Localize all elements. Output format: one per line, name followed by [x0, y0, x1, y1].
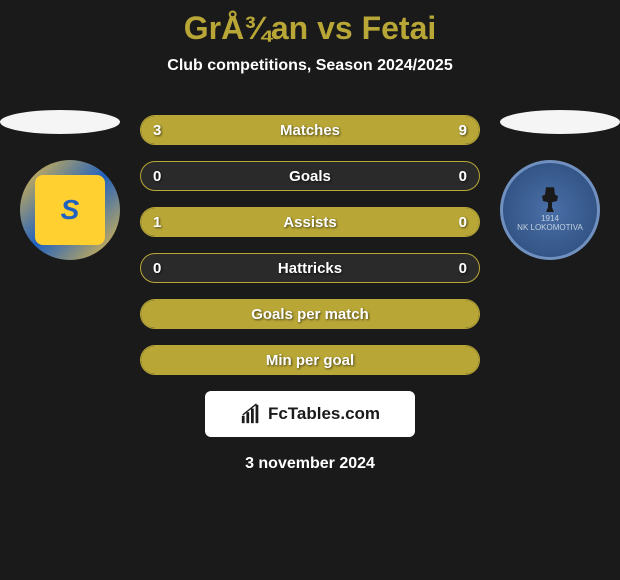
stat-row-gpm: Goals per match	[140, 299, 480, 329]
stats-list: 3 Matches 9 0 Goals 0 1 Assists 0	[140, 115, 480, 375]
club-badge-right-name: NK LOKOMOTIVA	[517, 224, 583, 233]
stat-label: Assists	[283, 214, 336, 231]
player-avatar-right	[500, 110, 620, 134]
main-container: GrÅ¾an vs Fetai Club competitions, Seaso…	[0, 0, 620, 473]
stat-label: Goals	[289, 168, 331, 185]
club-badge-right: 1914 NK LOKOMOTIVA	[500, 160, 600, 260]
chart-icon	[240, 403, 262, 425]
stat-row-mpg: Min per goal	[140, 345, 480, 375]
stat-fill-right	[215, 116, 479, 144]
stat-label: Goals per match	[251, 306, 369, 323]
stat-row-goals: 0 Goals 0	[140, 161, 480, 191]
stat-row-assists: 1 Assists 0	[140, 207, 480, 237]
stat-value-right: 0	[459, 168, 467, 185]
stat-row-matches: 3 Matches 9	[140, 115, 480, 145]
stat-value-left: 0	[153, 260, 161, 277]
page-subtitle: Club competitions, Season 2024/2025	[0, 57, 620, 75]
trophy-icon	[540, 187, 560, 212]
footer-date: 3 november 2024	[0, 455, 620, 473]
brand-text: FcTables.com	[268, 404, 380, 424]
comparison-section: S 1914 NK LOKOMOTIVA 3 Matches 9 0 Goals…	[0, 115, 620, 473]
stat-label: Hattricks	[278, 260, 342, 277]
stat-value-left: 0	[153, 168, 161, 185]
stat-value-right: 0	[459, 260, 467, 277]
club-badge-left-letter: S	[35, 175, 105, 245]
stat-row-hattricks: 0 Hattricks 0	[140, 253, 480, 283]
club-badge-left: S	[20, 160, 120, 260]
stat-value-left: 3	[153, 122, 161, 139]
brand-badge[interactable]: FcTables.com	[205, 391, 415, 437]
stat-value-left: 1	[153, 214, 161, 231]
player-avatar-left	[0, 110, 120, 134]
stat-label: Matches	[280, 122, 340, 139]
page-title: GrÅ¾an vs Fetai	[0, 10, 620, 47]
stat-value-right: 0	[459, 214, 467, 231]
stat-label: Min per goal	[266, 352, 354, 369]
stat-value-right: 9	[459, 122, 467, 139]
